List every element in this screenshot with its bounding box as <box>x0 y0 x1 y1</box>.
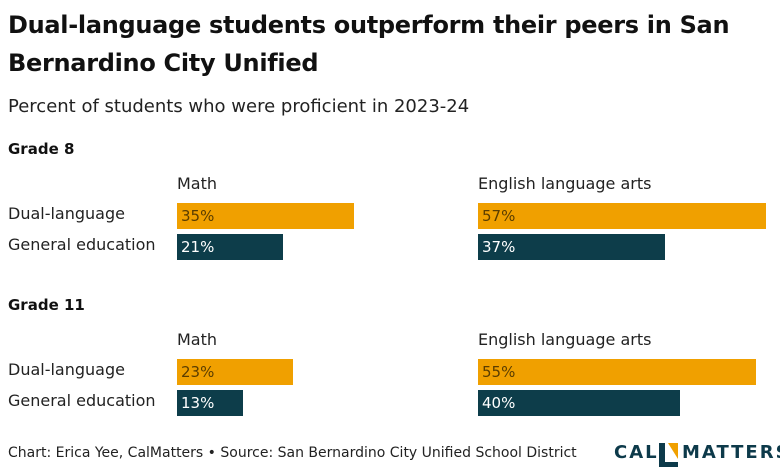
calmatters-logo: CAL MATTERS <box>614 440 780 468</box>
bar-value-label: 37% <box>482 238 516 256</box>
grade-label: Grade 11 <box>8 296 85 314</box>
panel-label-math: Math <box>177 174 218 193</box>
row-label-dual-language: Dual-language <box>8 360 125 379</box>
panel-label-math: Math <box>177 330 218 349</box>
bar-dual-language: 23% <box>177 359 293 385</box>
bar-value-label: 55% <box>482 363 516 381</box>
bar-value-label: 35% <box>181 207 215 225</box>
panel-label-ela: English language arts <box>478 174 652 193</box>
chart-credit: Chart: Erica Yee, CalMatters • Source: S… <box>8 445 577 461</box>
bar-value-label: 13% <box>181 394 215 412</box>
bar-general-education: 40% <box>478 390 680 416</box>
bar-value-label: 40% <box>482 394 516 412</box>
bar-value-label: 57% <box>482 207 516 225</box>
panel-label-ela: English language arts <box>478 330 652 349</box>
grade-label: Grade 8 <box>8 140 75 158</box>
row-label-general-education: General education <box>8 391 156 410</box>
bar-general-education: 13% <box>177 390 243 416</box>
bar-general-education: 37% <box>478 234 665 260</box>
calmatters-logo-icon <box>659 443 678 467</box>
chart-subtitle: Percent of students who were proficient … <box>8 96 470 117</box>
logo-text-matters: MATTERS <box>682 442 780 463</box>
bar-general-education: 21% <box>177 234 283 260</box>
logo-text-cal: CAL <box>614 442 659 463</box>
bar-dual-language: 57% <box>478 203 766 229</box>
bar-dual-language: 55% <box>478 359 756 385</box>
bar-value-label: 23% <box>181 363 215 381</box>
bar-value-label: 21% <box>181 238 215 256</box>
row-label-dual-language: Dual-language <box>8 204 125 223</box>
chart-title: Dual-language students outperform their … <box>8 11 730 77</box>
bar-dual-language: 35% <box>177 203 354 229</box>
row-label-general-education: General education <box>8 235 156 254</box>
